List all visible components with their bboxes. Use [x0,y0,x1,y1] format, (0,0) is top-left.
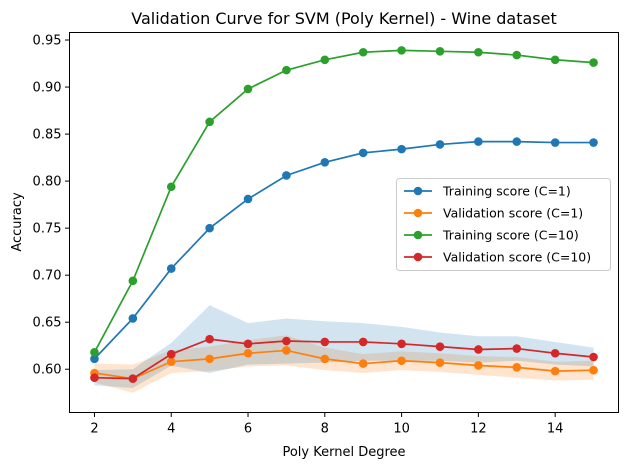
data-point [358,337,368,347]
data-point [550,348,560,358]
plot-frame [69,32,619,413]
chart-title: Validation Curve for SVM (Poly Kernel) -… [131,9,557,28]
data-point [320,337,330,347]
data-point [397,144,406,154]
legend-swatch-marker [413,252,423,262]
data-point [397,356,406,366]
series-line-0 [93,140,594,360]
data-point [320,354,330,364]
data-point [90,354,99,364]
data-point [358,359,368,368]
legend-box [396,178,611,271]
y-tick-label: 0.65 [33,316,62,331]
x-axis: 2 4 6 8 10 12 14 [90,412,564,437]
data-point [205,117,214,127]
legend-label: Training score (C=10) [442,228,579,243]
y-tick-label: 0.60 [33,363,62,378]
x-tick-label: 12 [470,422,487,437]
data-point [589,138,598,147]
data-point [128,314,138,323]
data-point [435,358,445,367]
x-axis-title: Poly Kernel Degree [282,445,405,460]
legend-label: Validation score (C=10) [443,250,591,265]
error-bands [94,305,594,393]
data-point [474,361,483,370]
x-tick-label: 4 [167,422,175,437]
data-point [243,194,253,204]
data-point [512,344,522,353]
y-tick-label: 0.85 [33,128,62,143]
data-point [589,352,598,362]
x-tick-label: 2 [90,422,98,437]
legend-label: Training score (C=1) [442,184,571,199]
data-point [243,84,253,94]
data-point [128,276,138,286]
data-point [282,346,291,355]
y-tick-label: 0.95 [33,34,62,49]
data-point [128,374,138,383]
data-point [435,140,445,149]
x-tick-label: 14 [547,422,564,437]
series-line-2 [93,49,594,353]
data-point [166,349,176,359]
data-point [282,171,291,180]
series-points [90,46,598,383]
legend-label: Validation score (C=1) [443,206,583,221]
data-point [243,339,253,349]
y-axis-title: Accuracy [10,192,25,252]
data-point [435,342,445,351]
data-point [550,138,560,147]
data-point [205,354,214,364]
series-line-3 [94,338,594,380]
legend-swatch-marker [413,230,423,240]
data-point [589,58,598,67]
data-point [474,47,483,57]
data-point [397,339,406,349]
y-tick-label: 0.70 [33,269,62,284]
data-point [166,264,176,273]
y-tick-label: 0.90 [33,81,62,96]
error-band-3 [94,305,594,389]
data-point [358,148,368,158]
data-point [550,366,560,376]
y-tick-label: 0.75 [33,222,62,237]
data-point [358,47,368,57]
legend: Training score (C=1) Validation score (C=… [396,178,611,271]
series-line-1 [94,349,594,380]
data-point [205,334,214,344]
data-point [474,345,483,354]
data-point [320,158,330,167]
series-lines [93,49,594,380]
data-point [474,137,483,146]
data-point [512,50,522,60]
x-tick-label: 8 [321,422,329,437]
x-tick-label: 10 [393,422,410,437]
data-point [166,357,176,367]
data-point [205,223,214,233]
data-point [589,365,598,375]
data-point [512,363,522,372]
data-point [550,55,560,65]
data-point [397,46,406,55]
legend-swatch-marker [413,186,423,196]
x-tick-label: 6 [244,422,252,437]
error-band-1 [94,335,594,393]
data-point [90,348,99,357]
data-point [282,65,291,75]
data-point [282,336,291,346]
legend-swatch-marker [413,208,423,218]
y-tick-label: 0.80 [33,175,62,190]
data-point [512,137,522,146]
data-point [320,55,330,65]
y-axis: 0.60 0.65 0.70 0.75 0.80 0.85 0.90 0.95 [33,34,70,378]
data-point [90,373,99,382]
data-point [435,47,445,56]
data-point [243,348,253,358]
data-point [166,182,176,192]
